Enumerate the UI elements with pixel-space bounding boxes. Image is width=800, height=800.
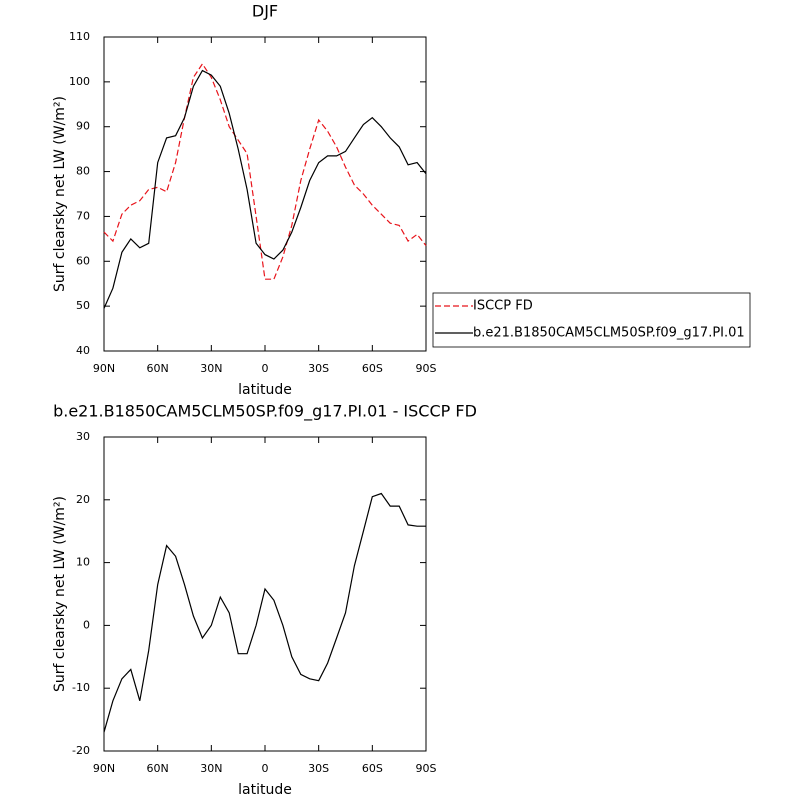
x-tick-label: 30N bbox=[200, 762, 222, 775]
x-tick-label: 30S bbox=[308, 362, 329, 375]
data-line bbox=[103, 69, 427, 309]
plot: DJF latitude Surf clearsky net LW (W/m²) 40… bbox=[52, 2, 751, 398]
y-tick-label: 0 bbox=[83, 618, 90, 631]
legend-box bbox=[432, 292, 751, 348]
plot: b.e21.B1850CAM5CLM50SP.f09_g17.PI.01 - I… bbox=[52, 402, 477, 799]
y-tick-label: 20 bbox=[76, 493, 90, 506]
y-tick-label: 60 bbox=[76, 254, 90, 267]
x-tick-label: 60N bbox=[147, 362, 169, 375]
y-axis-title: Surf clearsky net LW (W/m²) bbox=[52, 496, 68, 692]
x-axis-title: latitude bbox=[238, 782, 292, 798]
x-tick-label: 90S bbox=[416, 362, 437, 375]
x-tick-label: 90N bbox=[93, 362, 115, 375]
x-tick-label: 90S bbox=[416, 762, 437, 775]
legend-label: b.e21.B1850CAM5CLM50SP.f09_g17.PI.01 bbox=[473, 326, 745, 341]
x-tick-label: 0 bbox=[262, 362, 269, 375]
x-tick-label: 90N bbox=[93, 762, 115, 775]
y-axis-title: Surf clearsky net LW (W/m²) bbox=[52, 96, 68, 292]
x-tick-label: 60S bbox=[362, 362, 383, 375]
x-tick-label: 30S bbox=[308, 762, 329, 775]
y-tick-label: 30 bbox=[76, 430, 90, 443]
x-tick-label: 60S bbox=[362, 762, 383, 775]
y-tick-label: 100 bbox=[69, 75, 90, 88]
data-line bbox=[103, 62, 427, 280]
y-tick-label: 40 bbox=[76, 344, 90, 357]
y-tick-label: 110 bbox=[69, 30, 90, 43]
legend-label: ISCCP FD bbox=[473, 299, 533, 314]
x-tick-label: 0 bbox=[262, 762, 269, 775]
plot-frame bbox=[103, 436, 427, 752]
y-tick-label: -10 bbox=[72, 681, 90, 694]
y-tick-label: 90 bbox=[76, 120, 90, 133]
chart-title: b.e21.B1850CAM5CLM50SP.f09_g17.PI.01 - I… bbox=[53, 402, 477, 422]
chart-title: DJF bbox=[252, 2, 278, 21]
y-tick-label: -20 bbox=[72, 744, 90, 757]
y-tick-label: 70 bbox=[76, 209, 90, 222]
x-tick-label: 60N bbox=[147, 762, 169, 775]
y-tick-label: 50 bbox=[76, 299, 90, 312]
y-tick-label: 80 bbox=[76, 165, 90, 178]
x-axis-title: latitude bbox=[238, 382, 292, 398]
x-tick-label: 30N bbox=[200, 362, 222, 375]
y-tick-label: 10 bbox=[76, 556, 90, 569]
data-line bbox=[103, 492, 426, 733]
plot-frame bbox=[103, 36, 427, 352]
